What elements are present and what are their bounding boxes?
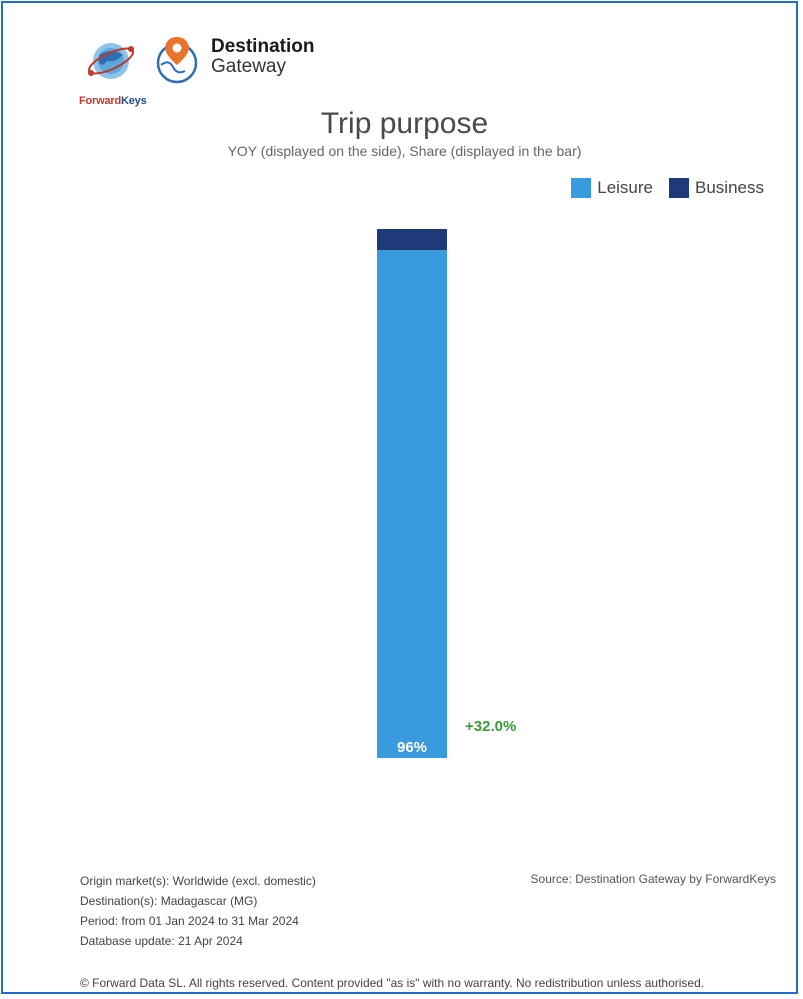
legend-swatch-business (669, 178, 690, 198)
metadata-block: Origin market(s): Worldwide (excl. domes… (80, 871, 316, 951)
chart-title: Trip purpose (320, 107, 489, 140)
legend-label-business: Business (695, 178, 764, 197)
source-note: Source: Destination Gateway by ForwardKe… (530, 872, 776, 886)
yoy-label: +32.0% (465, 718, 516, 735)
destination-gateway-logo-icon (156, 37, 198, 84)
legend-label-leisure: Leisure (597, 178, 654, 197)
bar-label-leisure: 96% (397, 739, 427, 756)
chart-plot: 96% +32.0% (377, 229, 516, 758)
bar-segment-leisure (377, 250, 447, 758)
product-name-line1: Destination (211, 36, 315, 57)
copyright-notice: © Forward Data SL. All rights reserved. … (80, 976, 705, 990)
destination-text: Destination(s): Madagascar (MG) (80, 894, 258, 908)
chart-subtitle: YOY (displayed on the side), Share (disp… (227, 143, 582, 159)
chart-legend: Leisure Business (571, 178, 764, 198)
forwardkeys-logo-icon (87, 43, 135, 79)
database-update-text: Database update: 21 Apr 2024 (80, 934, 243, 948)
origin-market-text: Origin market(s): Worldwide (excl. domes… (80, 874, 316, 888)
forwardkeys-wordmark: ForwardKeys (79, 95, 147, 107)
destination-gateway-wordmark: Destination Gateway (211, 37, 314, 76)
legend-item-business: Business (669, 178, 764, 198)
period-text: Period: from 01 Jan 2024 to 31 Mar 2024 (80, 914, 299, 928)
legend-swatch-leisure (571, 178, 592, 198)
product-name-line2: Gateway (211, 56, 286, 77)
bar-segment-business (377, 229, 447, 251)
legend-item-leisure: Leisure (571, 178, 653, 198)
